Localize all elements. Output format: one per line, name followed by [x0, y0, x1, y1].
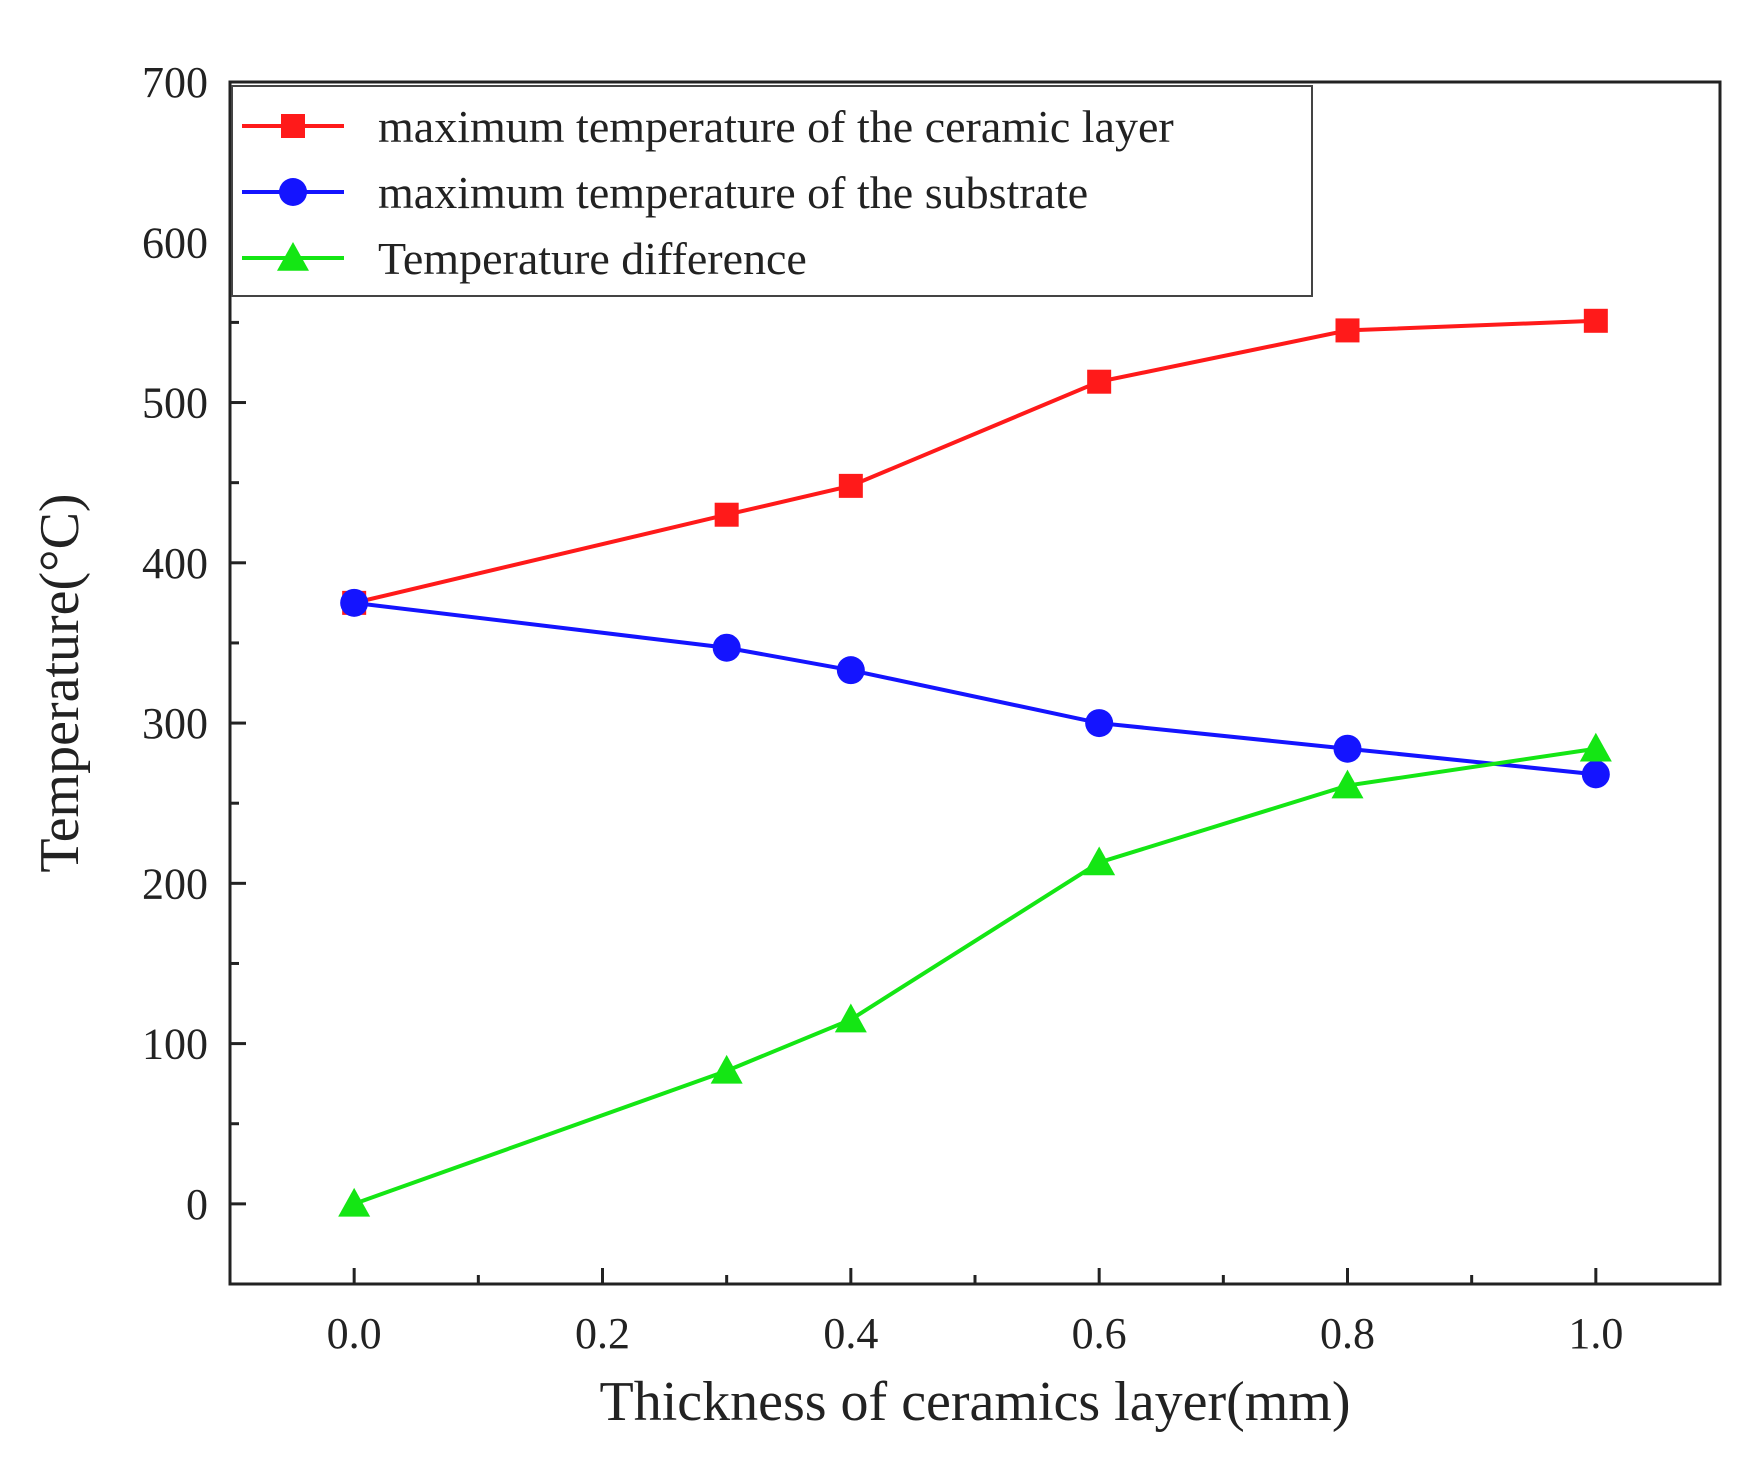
y-tick-label: 100	[142, 1020, 208, 1069]
data-point	[1331, 769, 1364, 799]
legend-label: Temperature difference	[378, 233, 807, 284]
y-tick-label: 700	[142, 58, 208, 107]
data-point	[712, 633, 741, 662]
data-point	[1335, 318, 1360, 343]
y-tick-label: 300	[142, 699, 208, 748]
series-square	[342, 308, 1608, 615]
y-tick-label: 500	[142, 379, 208, 428]
legend-item: maximum temperature of the substrate	[242, 167, 1088, 218]
data-point	[1581, 760, 1610, 789]
series-triangle	[338, 732, 1612, 1217]
data-point	[838, 473, 863, 498]
data-point	[834, 1003, 867, 1033]
x-tick-label: 1.0	[1568, 1309, 1623, 1358]
data-point	[1333, 734, 1362, 763]
series-circle	[340, 588, 1610, 789]
x-tick-label: 0.0	[327, 1309, 382, 1358]
data-point	[714, 502, 739, 527]
x-tick-label: 0.2	[575, 1309, 630, 1358]
x-tick-label: 0.6	[1072, 1309, 1127, 1358]
legend-item: Temperature difference	[242, 233, 807, 284]
data-point	[1083, 846, 1116, 876]
legend-box	[231, 85, 1313, 297]
data-point	[710, 1054, 743, 1084]
legend-marker	[281, 114, 305, 138]
y-tick-label: 400	[142, 539, 208, 588]
data-point	[836, 656, 865, 685]
y-axis-title: Temperature(°C)	[29, 493, 91, 872]
x-tick-label: 0.8	[1320, 1309, 1375, 1358]
series-line	[353, 600, 1597, 777]
x-axis-title: Thickness of ceramics layer(mm)	[599, 1371, 1350, 1433]
data-point	[1087, 369, 1112, 394]
legend-label: maximum temperature of the substrate	[378, 167, 1088, 218]
legend-marker	[277, 242, 309, 271]
x-tick-label: 0.4	[823, 1309, 878, 1358]
data-point	[340, 588, 369, 617]
data-point	[338, 1187, 371, 1217]
legend-item: maximum temperature of the ceramic layer	[242, 101, 1174, 152]
data-point	[1579, 732, 1612, 762]
series-line	[353, 746, 1597, 1206]
y-tick-label: 0	[186, 1180, 208, 1229]
legend: maximum temperature of the ceramic layer…	[231, 85, 1313, 297]
series-line	[353, 318, 1596, 605]
data-point	[1085, 709, 1114, 738]
legend-label: maximum temperature of the ceramic layer	[378, 101, 1174, 152]
legend-marker	[279, 178, 307, 206]
axes: 0.0 0.2 0.4 0.6 0.8 1.0 0 100 200 300 400 500 600 700	[142, 58, 1722, 1358]
data-point	[1583, 308, 1608, 333]
data-series	[338, 308, 1612, 1217]
y-tick-label: 600	[142, 218, 208, 267]
y-tick-label: 200	[142, 859, 208, 908]
